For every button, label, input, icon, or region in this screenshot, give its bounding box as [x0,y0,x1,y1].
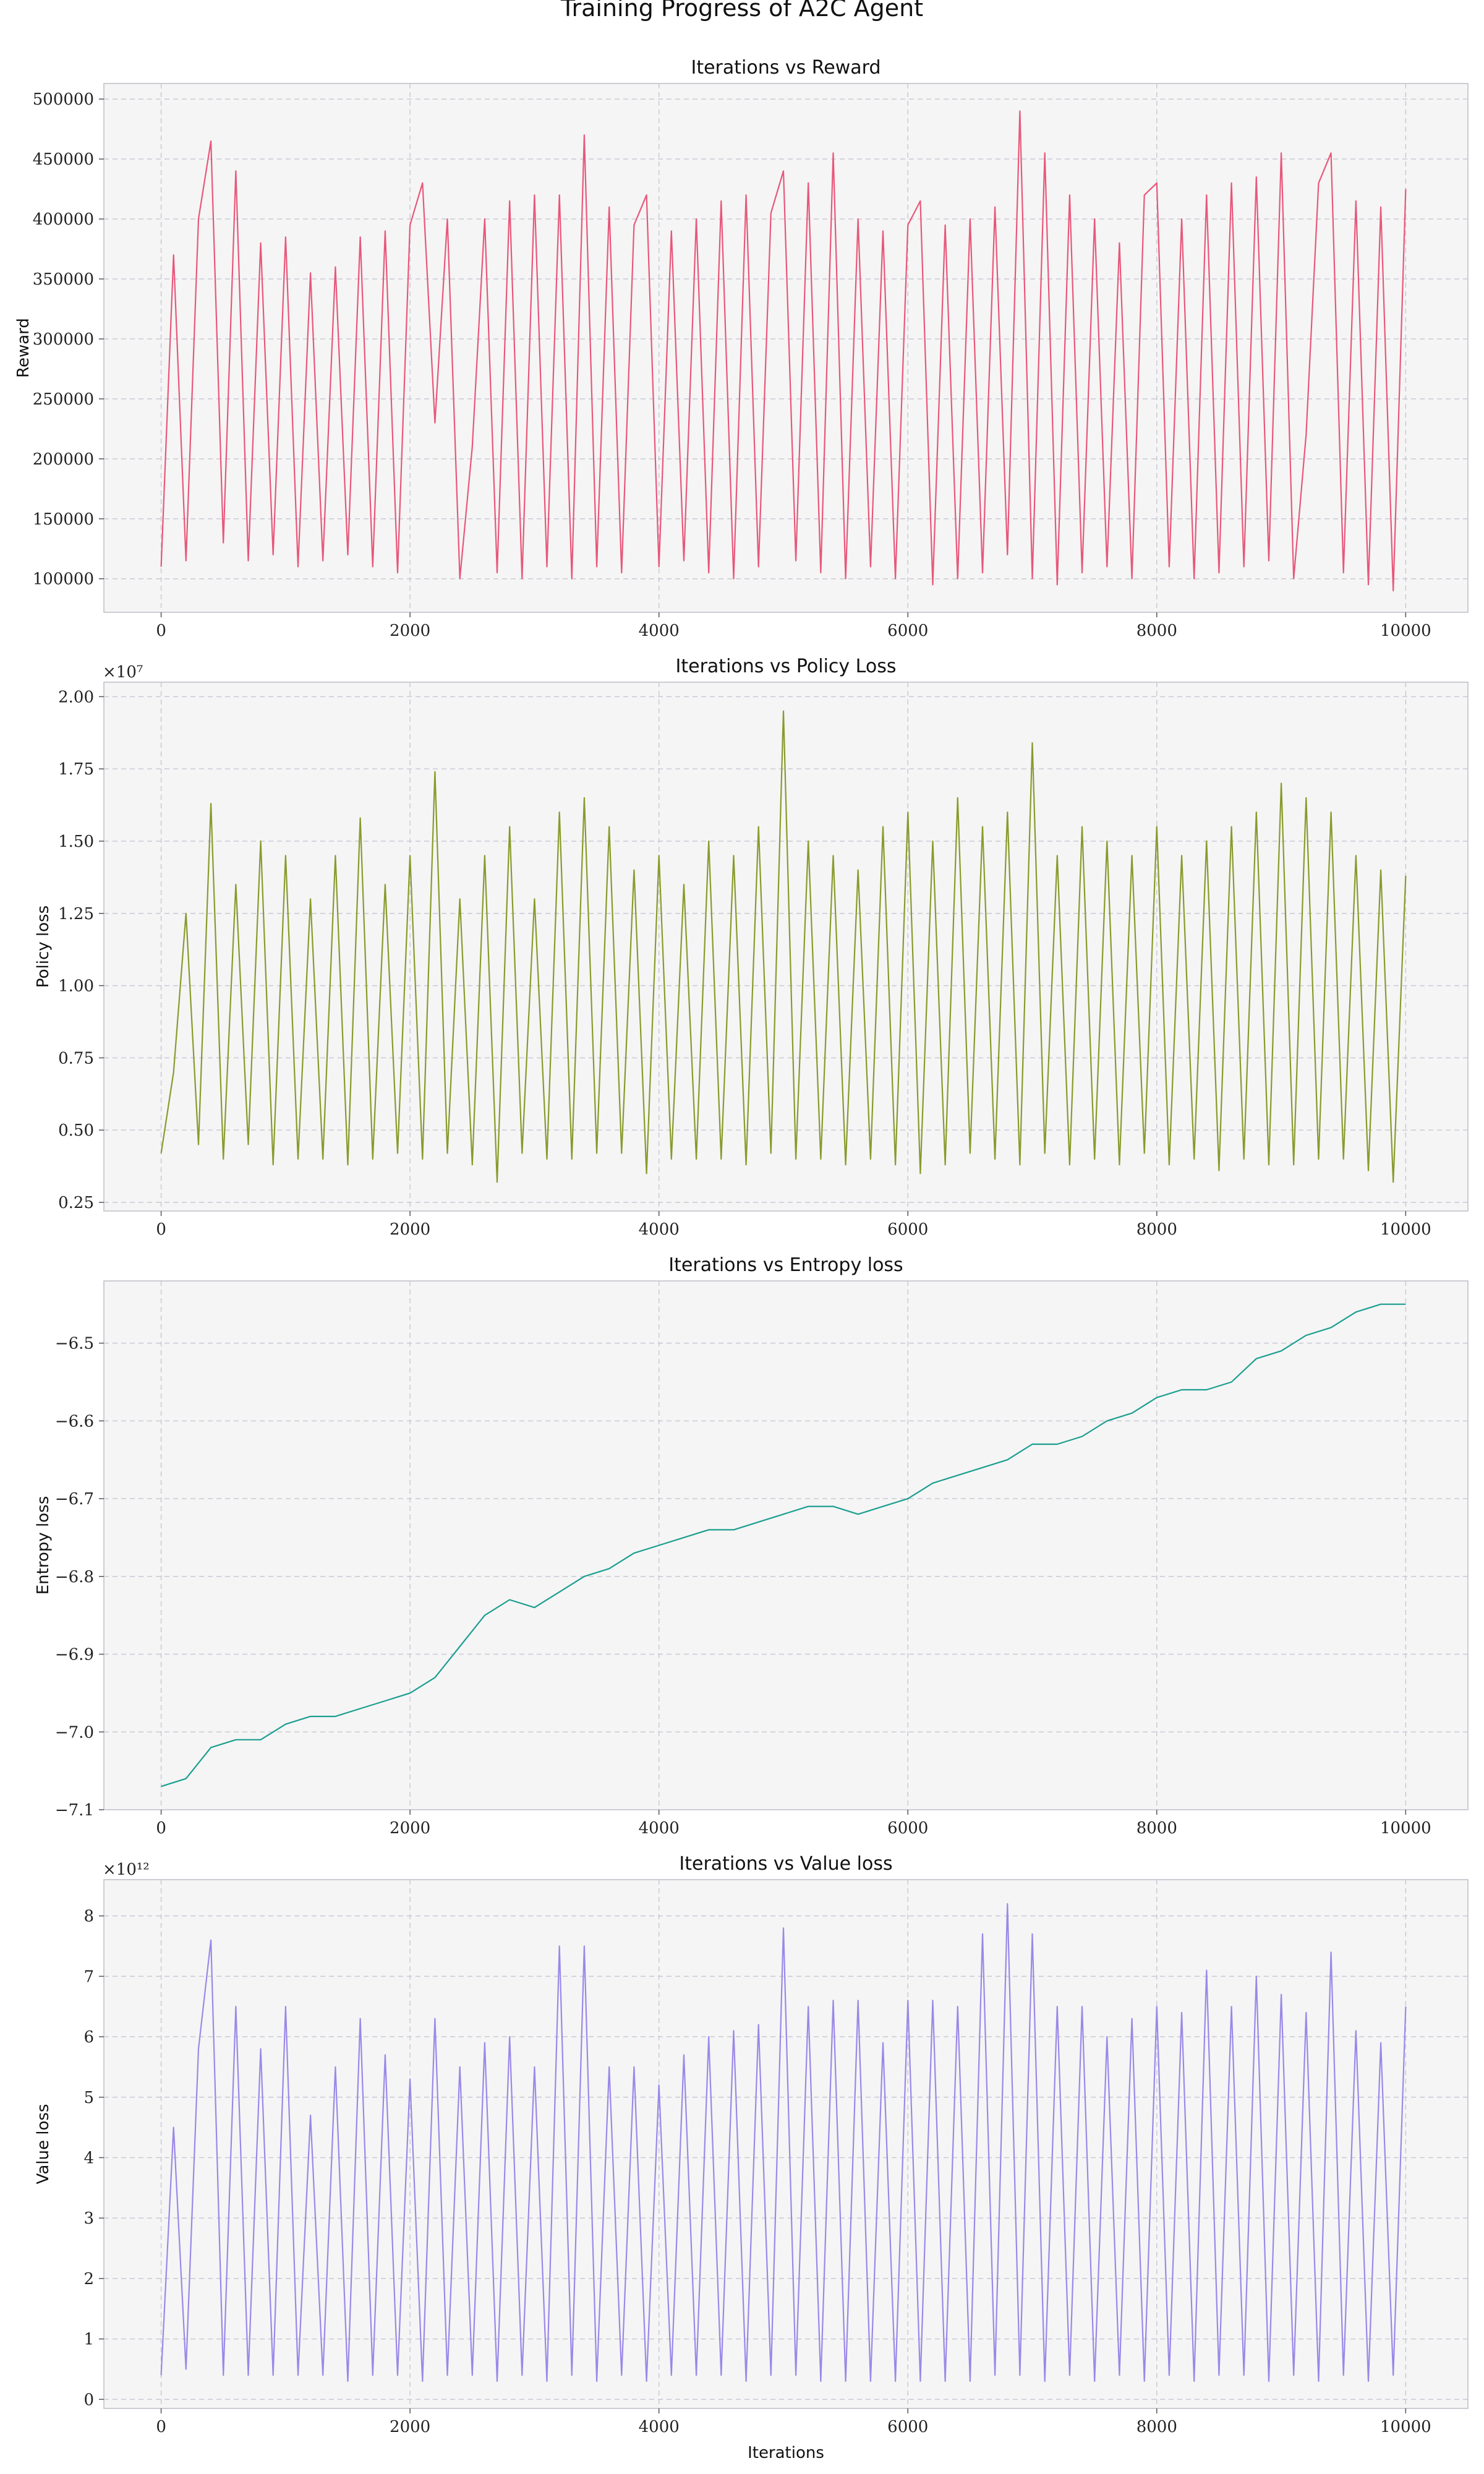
y-tick-label-400000: 400000 [33,210,94,229]
y-tick-label-100000: 100000 [33,570,94,589]
chart-title: Iterations vs Policy Loss [676,656,897,677]
y-tick-label-500000: 500000 [33,90,94,109]
x-tick-label-4000: 4000 [639,622,680,640]
y-tick-label-7-1: −7.1 [55,1801,94,1820]
x-tick-label-0: 0 [156,622,166,640]
plot-area [103,1280,1469,1810]
y-axis-label: Policy loss [34,905,53,988]
x-tick-label-10000: 10000 [1380,622,1431,640]
y-tick-label-6-6: −6.6 [55,1412,94,1431]
x-tick-label-4000: 4000 [639,1819,680,1838]
y-tick-label-5: 5 [83,2089,94,2107]
y-tick-label-250000: 250000 [33,390,94,409]
y-tick-label-1-00: 1.00 [58,977,94,996]
y-tick-label-6-5: −6.5 [55,1335,94,1353]
x-tick-label-10000: 10000 [1380,1819,1431,1838]
x-tick-label-8000: 8000 [1136,1220,1177,1239]
y-tick-label-6-9: −6.9 [55,1646,94,1664]
plot-area [103,1879,1469,2409]
y-tick-label-8: 8 [83,1907,94,1926]
x-tick-label-8000: 8000 [1136,1819,1177,1838]
y-tick-label-150000: 150000 [33,510,94,529]
y-tick-label-1-50: 1.50 [58,833,94,851]
series-line-1 [160,110,1407,592]
x-tick-label-6000: 6000 [887,1220,928,1239]
x-tick-label-0: 0 [156,1220,166,1239]
chart-panel-3: Iterations vs Entropy loss 0 2000 4000 6000 8… [34,1254,1469,1838]
y-axis-label: Value loss [34,2104,53,2185]
chart-panel-1: Iterations vs Reward 0 2000 4000 6000 8000 100… [14,57,1469,640]
x-tick-label-6000: 6000 [887,1819,928,1838]
y-tick-label-4: 4 [83,2149,94,2167]
x-tick-label-6000: 6000 [887,622,928,640]
series-line-1 [160,1903,1407,2382]
x-tick-label-6000: 6000 [887,2418,928,2436]
x-tick-label-10000: 10000 [1380,2418,1431,2436]
x-tick-label-2000: 2000 [390,1819,430,1838]
y-tick-label-1-25: 1.25 [58,905,94,923]
x-tick-label-8000: 8000 [1136,622,1177,640]
x-tick-label-8000: 8000 [1136,2418,1177,2436]
y-tick-label-6-7: −6.7 [55,1490,94,1509]
x-tick-label-2000: 2000 [390,622,430,640]
y-tick-label-2-00: 2.00 [58,688,94,706]
x-axis-label: Iterations [748,2444,824,2462]
x-tick-label-0: 0 [156,1819,166,1838]
x-tick-label-4000: 4000 [639,1220,680,1239]
y-tick-label-450000: 450000 [33,150,94,169]
x-tick-label-2000: 2000 [390,2418,430,2436]
y-tick-label-0-75: 0.75 [58,1049,94,1068]
y-tick-label-7: 7 [83,1967,94,1986]
x-tick-label-4000: 4000 [639,2418,680,2436]
chart-panel-2: Iterations vs Policy Loss 0 2000 4000 6000 80… [34,656,1469,1239]
y-tick-label-6: 6 [83,2028,94,2047]
figure-suptitle: Training Progress of A2C Agent [560,0,923,22]
y-tick-label-0-25: 0.25 [58,1194,94,1212]
y-tick-label-200000: 200000 [33,450,94,469]
y-tick-label-2: 2 [83,2270,94,2288]
y-tick-label-6-8: −6.8 [55,1568,94,1586]
chart-panel-4: Iterations vs Value loss 0 2000 4000 6000 800… [34,1853,1469,2462]
x-tick-label-2000: 2000 [390,1220,430,1239]
y-tick-label-0-50: 0.50 [58,1121,94,1140]
y-tick-label-3: 3 [83,2209,94,2228]
y-axis-label: Entropy loss [34,1496,53,1595]
series-line-1 [160,710,1407,1183]
y-axis-label: Reward [14,318,33,378]
x-tick-label-0: 0 [156,2418,166,2436]
y-tick-label-0: 0 [83,2391,94,2409]
plot-area [103,83,1469,613]
y-tick-label-1-75: 1.75 [58,760,94,779]
axis-multiplier: ×10¹² [103,1860,150,1879]
y-tick-label-7-0: −7.0 [55,1723,94,1742]
y-tick-label-1: 1 [83,2331,94,2349]
x-tick-label-10000: 10000 [1380,1220,1431,1239]
chart-title: Iterations vs Entropy loss [668,1254,903,1276]
y-tick-label-300000: 300000 [33,330,94,349]
y-tick-label-350000: 350000 [33,270,94,289]
axis-multiplier: ×10⁷ [103,663,143,682]
series-line-1 [161,1303,1406,1787]
chart-title: Iterations vs Reward [691,57,881,79]
chart-title: Iterations vs Value loss [679,1853,892,1875]
